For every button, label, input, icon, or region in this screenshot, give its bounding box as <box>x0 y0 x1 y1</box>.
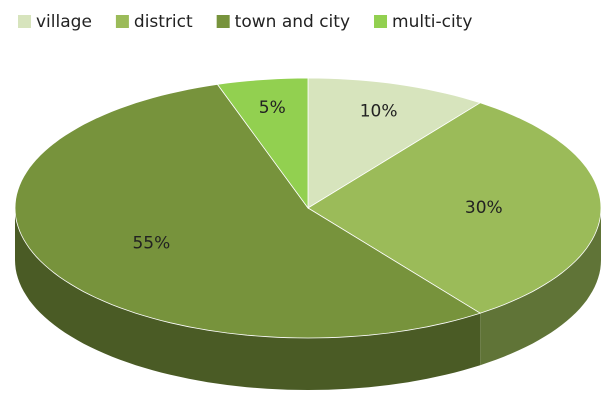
legend-label: district <box>134 12 193 32</box>
data-labels: 10% 30% 55% 5% <box>132 98 502 254</box>
data-label: 5% <box>259 98 286 118</box>
legend-swatch <box>115 15 129 28</box>
legend-swatch <box>216 15 230 28</box>
slice <box>307 77 482 209</box>
slice <box>307 102 602 314</box>
slice <box>216 77 309 210</box>
legend-label: village <box>36 12 92 32</box>
pie-tops <box>14 77 602 339</box>
data-label: 55% <box>132 233 170 253</box>
data-label: 10% <box>360 102 398 122</box>
slice-side <box>480 208 601 366</box>
legend-swatch <box>18 15 31 28</box>
legend: village district town and city multi-city <box>18 12 472 32</box>
slice <box>14 83 482 339</box>
legend-label: town and city <box>235 12 350 32</box>
slice-side <box>15 208 481 390</box>
data-label: 30% <box>465 198 503 218</box>
pie-sides <box>15 208 601 390</box>
legend-swatch <box>374 15 388 28</box>
legend-label: multi-city <box>392 12 472 32</box>
